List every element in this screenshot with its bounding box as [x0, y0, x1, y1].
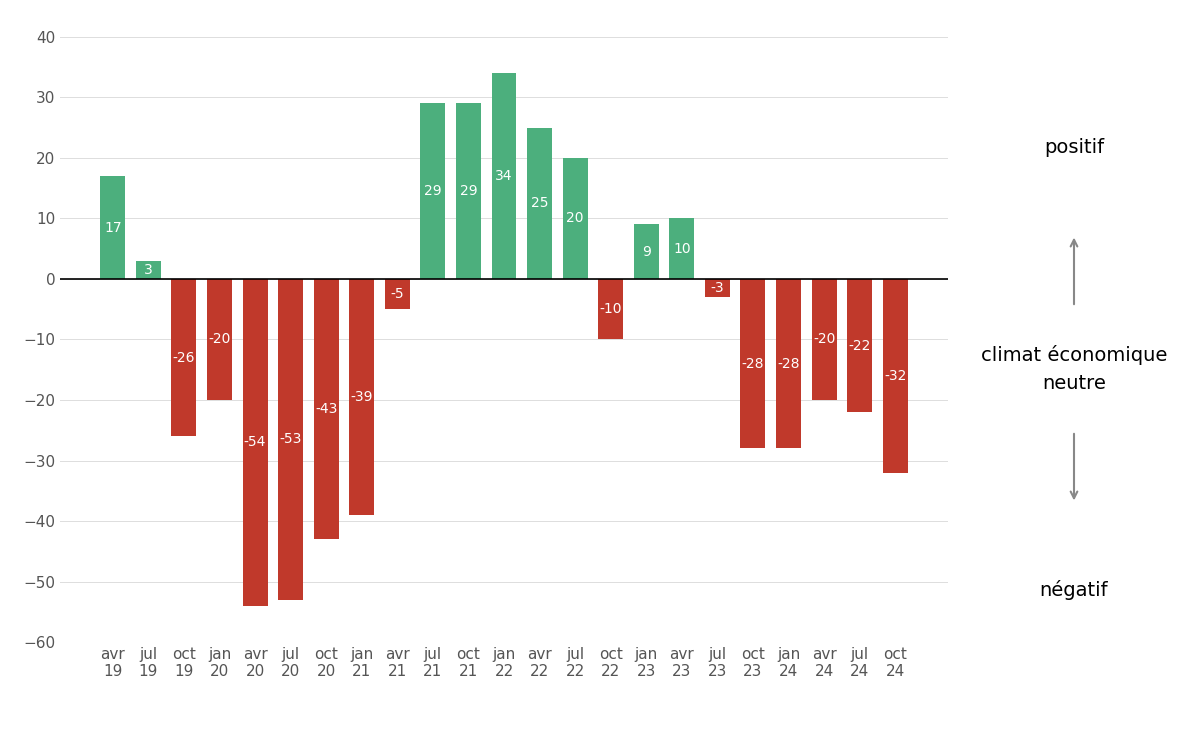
Text: -5: -5: [390, 287, 404, 301]
Text: positif: positif: [1044, 138, 1104, 157]
Bar: [420, 103, 445, 279]
Bar: [385, 279, 409, 309]
Text: 17: 17: [104, 221, 121, 235]
Text: climat économique
neutre: climat économique neutre: [980, 345, 1168, 393]
Text: 25: 25: [530, 196, 548, 210]
Bar: [101, 176, 125, 279]
Text: 20: 20: [566, 212, 584, 225]
Text: -53: -53: [280, 432, 302, 446]
Text: -22: -22: [848, 339, 871, 353]
Bar: [847, 279, 872, 412]
Bar: [599, 279, 623, 339]
Bar: [740, 279, 766, 449]
Text: -54: -54: [244, 435, 266, 449]
Text: -3: -3: [710, 281, 724, 295]
Text: 29: 29: [460, 184, 478, 199]
Text: négatif: négatif: [1039, 580, 1109, 601]
Text: -20: -20: [209, 333, 230, 346]
Text: -39: -39: [350, 390, 373, 404]
Text: 3: 3: [144, 263, 152, 277]
Bar: [776, 279, 800, 449]
Bar: [563, 158, 588, 279]
Text: -43: -43: [314, 402, 337, 416]
Bar: [492, 73, 516, 279]
Bar: [670, 218, 695, 279]
Bar: [349, 279, 374, 515]
Bar: [278, 279, 304, 600]
Text: -28: -28: [742, 356, 764, 370]
Bar: [634, 224, 659, 279]
Text: 10: 10: [673, 242, 691, 255]
Text: 9: 9: [642, 245, 650, 259]
Text: -10: -10: [600, 303, 622, 316]
Bar: [704, 279, 730, 297]
Text: -28: -28: [778, 356, 799, 370]
Text: -26: -26: [173, 351, 196, 365]
Bar: [527, 128, 552, 279]
Bar: [136, 261, 161, 279]
Text: 29: 29: [424, 184, 442, 199]
Text: -32: -32: [884, 369, 906, 383]
Bar: [811, 279, 836, 400]
Bar: [208, 279, 232, 400]
Bar: [313, 279, 338, 539]
Text: -20: -20: [812, 333, 835, 346]
Bar: [456, 103, 481, 279]
Bar: [242, 279, 268, 606]
Text: 34: 34: [496, 169, 512, 183]
Bar: [883, 279, 907, 472]
Bar: [172, 279, 197, 436]
